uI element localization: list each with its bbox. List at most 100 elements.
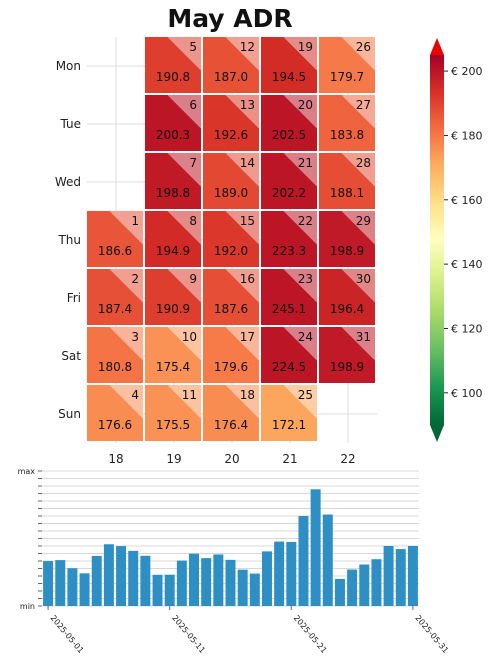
y-tick-label-min: min	[20, 602, 35, 611]
heatmap-cell: 27 183.8	[319, 95, 375, 151]
bar	[407, 545, 418, 606]
cell-day-number: 14	[240, 156, 255, 170]
bar	[189, 553, 200, 606]
x-tick-label: 2025-05-11	[170, 614, 207, 655]
cell-corner	[283, 95, 317, 129]
heatmap-cell: 30 196.4	[319, 269, 375, 325]
heatmap-cell: 20 202.5	[261, 95, 317, 151]
heatmap-cell: 31 198.9	[319, 327, 375, 383]
cell-corner	[341, 153, 375, 187]
heatmap-cell: 2 187.4	[87, 269, 143, 325]
cell-corner	[167, 95, 201, 129]
column-label: 21	[282, 452, 297, 466]
column-label: 22	[340, 452, 355, 466]
bar	[310, 489, 321, 606]
heatmap-cell: 9 190.9	[145, 269, 201, 325]
cell-value: 194.9	[156, 244, 190, 258]
bar	[395, 549, 406, 606]
cell-corner	[283, 385, 317, 419]
cell-day-number: 1	[131, 214, 139, 228]
cell-corner	[341, 269, 375, 303]
heatmap-cell: 26 179.7	[319, 37, 375, 93]
bar	[237, 569, 248, 606]
cell-value: 187.6	[214, 302, 248, 316]
colorbar-tick-label: € 120	[451, 322, 483, 335]
cell-corner	[341, 211, 375, 245]
cell-day-number: 6	[189, 98, 197, 112]
bar	[359, 564, 370, 606]
cell-corner	[109, 211, 143, 245]
colorbar-tick-label: € 180	[451, 129, 483, 142]
heatmap-cell: 17 179.6	[203, 327, 259, 383]
cell-corner	[283, 269, 317, 303]
cell-day-number: 19	[298, 40, 313, 54]
bar	[128, 550, 139, 606]
cell-day-number: 5	[189, 40, 197, 54]
bar	[103, 544, 114, 606]
cell-day-number: 31	[356, 330, 371, 344]
cell-value: 198.8	[156, 186, 190, 200]
cell-value: 192.0	[214, 244, 248, 258]
colorbar-tick-label: € 140	[451, 258, 483, 271]
cell-day-number: 11	[182, 388, 197, 402]
cell-corner	[341, 327, 375, 361]
cell-value: 186.6	[98, 244, 132, 258]
cell-day-number: 10	[182, 330, 197, 344]
bar	[91, 555, 102, 606]
cell-day-number: 20	[298, 98, 313, 112]
bar	[322, 514, 333, 606]
cell-corner	[283, 37, 317, 71]
bar	[152, 574, 163, 606]
bar	[67, 568, 78, 606]
cell-value: 190.8	[156, 70, 190, 84]
row-label: Thu	[57, 233, 81, 247]
cell-day-number: 21	[298, 156, 313, 170]
column-label: 20	[224, 452, 239, 466]
cell-value: 245.1	[272, 302, 306, 316]
bar	[225, 559, 236, 606]
cell-day-number: 12	[240, 40, 255, 54]
x-tick-label: 2025-05-31	[413, 614, 450, 655]
daily-bar-chart: max min 2025-05-01 2025-05-11 2025-05-21 2025…	[18, 467, 451, 655]
colorbar: € 100 € 120 € 140 € 160 € 180 € 200	[430, 38, 483, 442]
cell-value: 180.8	[98, 360, 132, 374]
bar	[201, 558, 212, 606]
cell-day-number: 22	[298, 214, 313, 228]
heatmap-cell: 15 192.0	[203, 211, 259, 267]
heatmap-cell: 7 198.8	[145, 153, 201, 209]
heatmap-cell: 1 186.6	[87, 211, 143, 267]
cell-day-number: 15	[240, 214, 255, 228]
heatmap-cell: 21 202.2	[261, 153, 317, 209]
chart-title: May ADR	[167, 4, 293, 33]
bar	[261, 551, 272, 606]
heatmap-cell: 11 175.5	[145, 385, 201, 441]
cell-corner	[109, 385, 143, 419]
cell-day-number: 30	[356, 272, 371, 286]
cell-corner	[225, 211, 259, 245]
cell-day-number: 7	[189, 156, 197, 170]
bar	[164, 574, 175, 606]
heatmap-cell: 24 224.5	[261, 327, 317, 383]
bar	[249, 573, 260, 606]
cell-corner	[167, 327, 201, 361]
bar	[383, 545, 394, 606]
cell-value: 172.1	[272, 418, 306, 432]
heatmap-cell: 5 190.8	[145, 37, 201, 93]
cell-day-number: 17	[240, 330, 255, 344]
cell-day-number: 9	[189, 272, 197, 286]
colorbar-gradient	[430, 55, 444, 425]
bar	[371, 559, 382, 606]
column-label: 19	[166, 452, 181, 466]
row-label: Sat	[61, 349, 81, 363]
cell-value: 194.5	[272, 70, 306, 84]
cell-value: 183.8	[330, 128, 364, 142]
cell-day-number: 25	[298, 388, 313, 402]
cell-value: 175.4	[156, 360, 190, 374]
cell-value: 224.5	[272, 360, 306, 374]
cell-value: 179.7	[330, 70, 364, 84]
cell-day-number: 2	[131, 272, 139, 286]
cell-corner	[167, 385, 201, 419]
column-label: 18	[108, 452, 123, 466]
cell-day-number: 26	[356, 40, 371, 54]
